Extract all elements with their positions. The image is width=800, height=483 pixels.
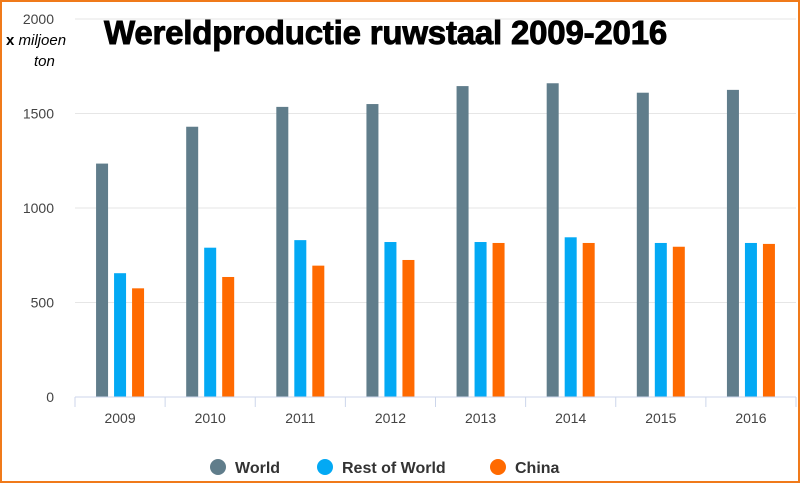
bar-world-2014[interactable] bbox=[546, 83, 559, 397]
bar-china-2015[interactable] bbox=[672, 246, 685, 397]
y-axis-unit-prefix: x bbox=[6, 32, 15, 49]
gridlines bbox=[75, 18, 796, 303]
x-tick-label-2009: 2009 bbox=[104, 410, 135, 426]
bar-rest-of-world-2014[interactable] bbox=[564, 237, 577, 397]
bar-rest-of-world-2010[interactable] bbox=[204, 247, 217, 397]
y-axis-unit-line-2: ton bbox=[34, 53, 55, 70]
bar-world-2012[interactable] bbox=[366, 104, 379, 398]
x-tick-label-2016: 2016 bbox=[735, 410, 766, 426]
y-axis-unit-ton: ton bbox=[34, 53, 55, 70]
bar-rest-of-world-2009[interactable] bbox=[114, 273, 127, 397]
bar-rest-of-world-2012[interactable] bbox=[384, 242, 397, 397]
y-axis-unit-word: miljoen bbox=[18, 32, 67, 49]
x-tick-label-2015: 2015 bbox=[645, 410, 676, 426]
bar-rest-of-world-2015[interactable] bbox=[654, 242, 667, 397]
bar-rest-of-world-2013[interactable] bbox=[474, 242, 487, 397]
legend-marker bbox=[490, 459, 506, 475]
x-tick-label-2013: 2013 bbox=[465, 410, 496, 426]
x-tick-label-2010: 2010 bbox=[195, 410, 226, 426]
bar-china-2010[interactable] bbox=[222, 276, 235, 397]
chart-title: Wereldproductie ruwstaal 2009-2016 bbox=[104, 14, 668, 52]
legend-label: Rest of World bbox=[342, 460, 446, 477]
bar-world-2010[interactable] bbox=[186, 126, 199, 397]
y-axis-unit-line-1: x miljoen bbox=[6, 32, 66, 49]
x-tick-label-2012: 2012 bbox=[375, 410, 406, 426]
y-tick-label-2000: 2000 bbox=[23, 11, 54, 27]
x-axis: 2009 2010 2011 2012 2013 2014 2015 2016 bbox=[74, 396, 797, 426]
y-tick-label-0: 0 bbox=[46, 389, 54, 405]
bar-world-2013[interactable] bbox=[456, 86, 469, 397]
legend-label: China bbox=[515, 460, 560, 477]
bar-world-2009[interactable] bbox=[96, 163, 109, 397]
bars bbox=[96, 83, 775, 398]
bar-rest-of-world-2016[interactable] bbox=[744, 242, 757, 397]
bar-world-2016[interactable] bbox=[726, 89, 739, 397]
legend-marker bbox=[210, 459, 226, 475]
y-tick-label-500: 500 bbox=[31, 295, 55, 311]
y-tick-label-1000: 1000 bbox=[23, 200, 54, 216]
bar-china-2012[interactable] bbox=[402, 259, 415, 397]
bar-china-2016[interactable] bbox=[762, 243, 775, 397]
y-tick-label-1500: 1500 bbox=[23, 106, 54, 122]
bar-china-2009[interactable] bbox=[132, 288, 145, 397]
x-tick-label-2011: 2011 bbox=[285, 410, 315, 426]
legend-item-world[interactable]: World bbox=[210, 459, 280, 477]
bar-world-2015[interactable] bbox=[636, 92, 649, 398]
bar-china-2013[interactable] bbox=[492, 242, 505, 397]
bar-world-2011[interactable] bbox=[276, 106, 289, 397]
legend[interactable]: World Rest of World China bbox=[210, 459, 560, 477]
bar-rest-of-world-2011[interactable] bbox=[294, 240, 307, 397]
x-tick-label-2014: 2014 bbox=[555, 410, 586, 426]
bar-china-2011[interactable] bbox=[312, 265, 325, 397]
legend-marker bbox=[317, 459, 333, 475]
y-axis-ticks: 0 500 1000 1500 2000 bbox=[23, 11, 54, 405]
legend-item-rest-of-world[interactable]: Rest of World bbox=[317, 459, 446, 477]
legend-label: World bbox=[235, 460, 280, 477]
legend-item-china[interactable]: China bbox=[490, 459, 560, 477]
bar-china-2014[interactable] bbox=[582, 242, 595, 397]
